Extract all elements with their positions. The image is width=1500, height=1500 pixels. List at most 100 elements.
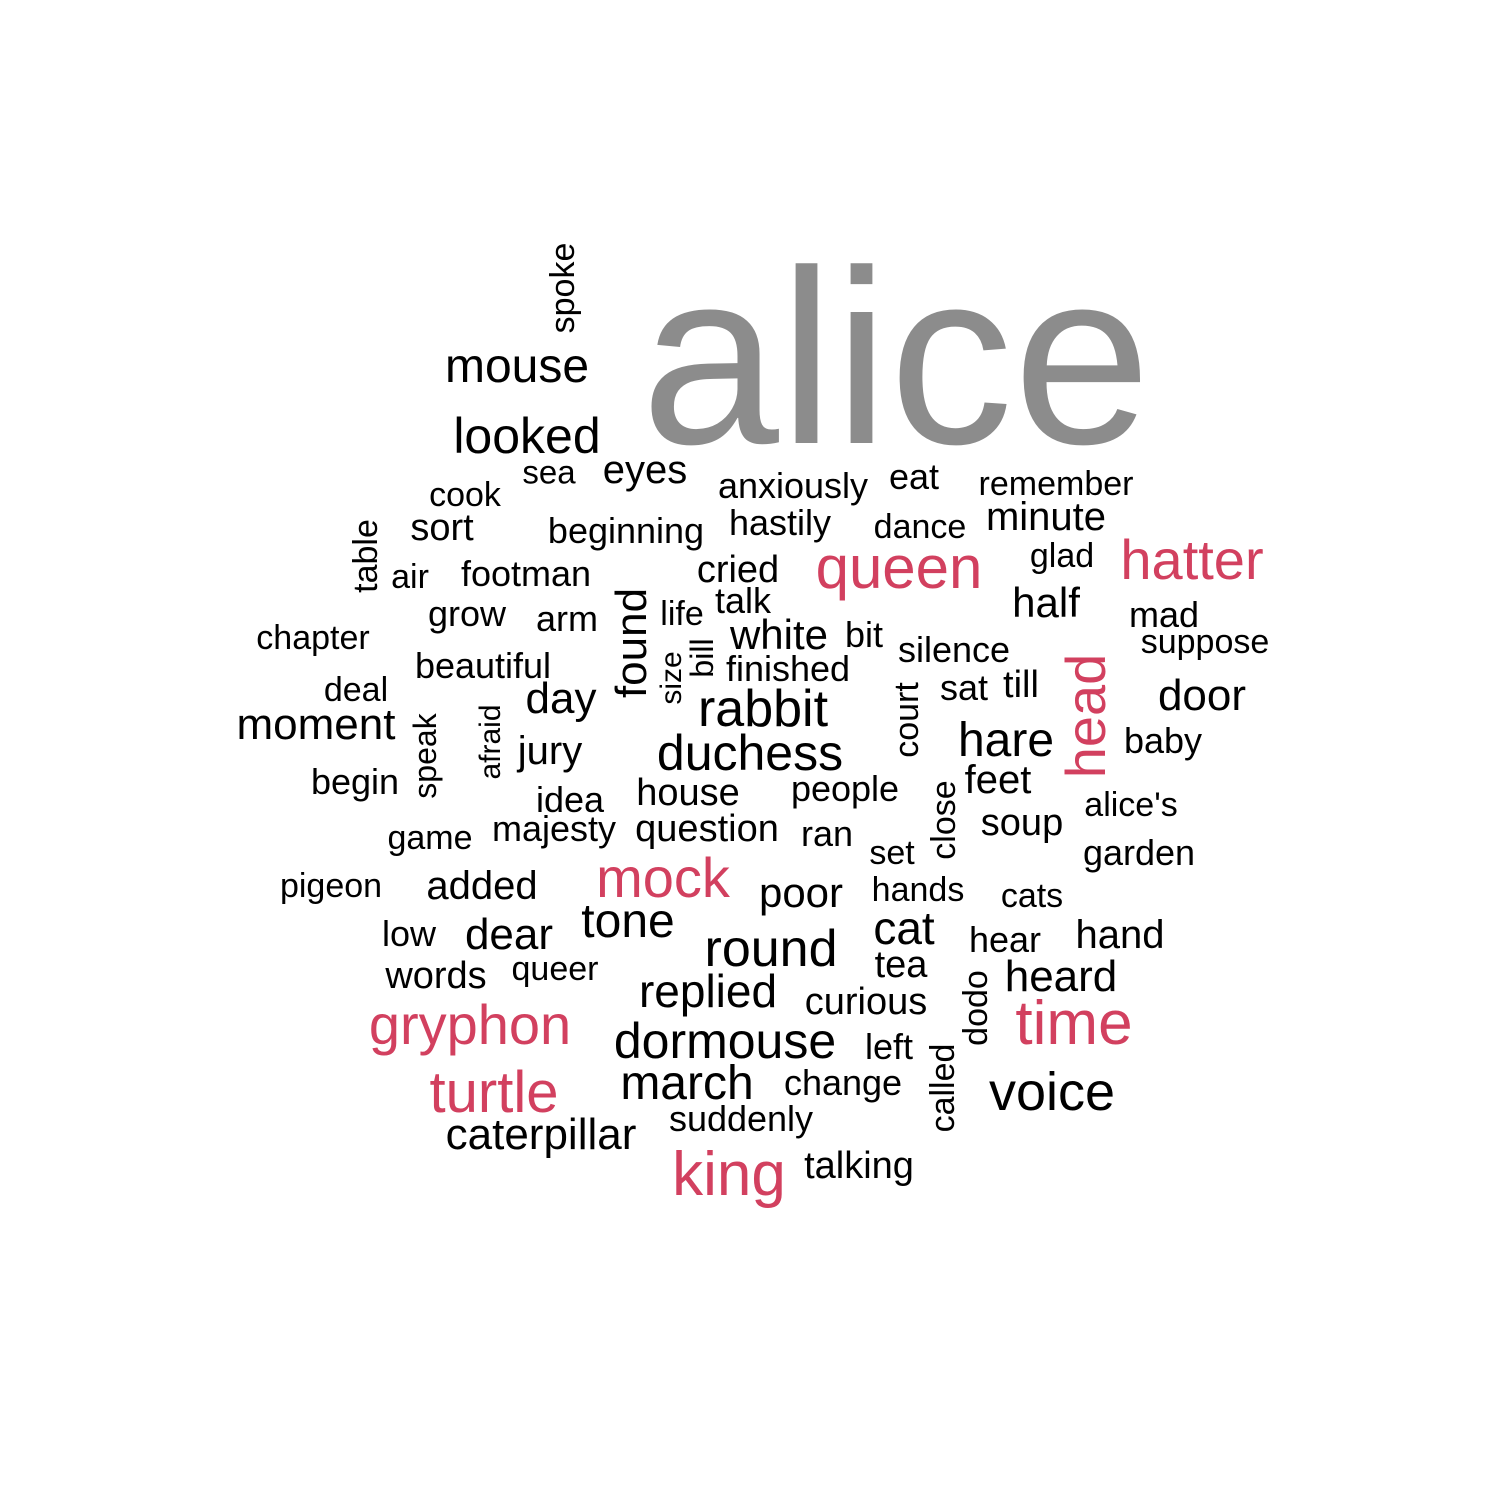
- word-dormouse: dormouse: [613, 1013, 837, 1069]
- word-beautiful: beautiful: [414, 645, 552, 686]
- word-heard: heard: [1004, 952, 1118, 1001]
- word-finished: finished: [725, 648, 851, 689]
- word-idea: idea: [535, 779, 605, 820]
- word-dodo: dodo: [957, 970, 995, 1046]
- word-till: till: [1003, 664, 1039, 706]
- word-grow: grow: [427, 593, 507, 634]
- word-change: change: [783, 1062, 903, 1103]
- word-time: time: [1015, 989, 1133, 1058]
- word-air: air: [391, 558, 429, 596]
- word-pigeon: pigeon: [279, 867, 383, 905]
- word-words: words: [385, 955, 487, 997]
- word-left: left: [864, 1026, 914, 1067]
- word-rabbit: rabbit: [697, 680, 829, 738]
- word-hand: hand: [1075, 913, 1165, 957]
- word-cat: cat: [873, 902, 935, 954]
- word-sat: sat: [939, 667, 989, 708]
- word-people: people: [790, 768, 900, 809]
- word-queer: queer: [511, 950, 599, 988]
- word-spoke: spoke: [544, 242, 582, 334]
- word-jury: jury: [517, 729, 583, 773]
- word-court: court: [888, 682, 926, 758]
- word-queen: queen: [815, 534, 983, 601]
- word-deal: deal: [323, 671, 389, 709]
- word-mouse: mouse: [444, 340, 590, 393]
- word-life: life: [660, 595, 704, 633]
- word-hastily: hastily: [728, 502, 832, 543]
- word-question: question: [635, 808, 779, 850]
- word-majesty: majesty: [491, 808, 617, 849]
- word-chapter: chapter: [256, 619, 370, 657]
- word-white: white: [729, 611, 829, 658]
- word-caterpillar: caterpillar: [445, 1110, 637, 1159]
- word-hare: hare: [957, 714, 1055, 767]
- word-minute: minute: [985, 495, 1107, 539]
- word-cried: cried: [696, 549, 780, 591]
- word-dear: dear: [464, 910, 554, 959]
- word-eat: eat: [888, 456, 940, 497]
- word-house: house: [636, 772, 740, 814]
- word-king: king: [672, 1140, 786, 1209]
- word-hands: hands: [871, 871, 965, 909]
- word-speak: speak: [407, 713, 443, 799]
- word-mad: mad: [1128, 594, 1200, 635]
- word-day: day: [525, 674, 597, 723]
- word-soup: soup: [980, 802, 1064, 844]
- word-curious: curious: [804, 981, 928, 1023]
- word-hatter: hatter: [1120, 528, 1264, 591]
- word-eyes: eyes: [602, 448, 688, 492]
- word-glad: glad: [1029, 537, 1095, 575]
- word-alices: alice's: [1084, 786, 1178, 824]
- word-low: low: [381, 913, 437, 954]
- word-ran: ran: [800, 813, 854, 854]
- word-cats: cats: [1000, 877, 1064, 915]
- word-bill: bill: [684, 638, 720, 678]
- word-suppose: suppose: [1140, 623, 1270, 661]
- word-arm: arm: [536, 598, 598, 639]
- word-sea: sea: [522, 453, 576, 491]
- word-afraid: afraid: [474, 704, 507, 780]
- word-begin: begin: [310, 761, 400, 802]
- word-remember: remember: [978, 465, 1134, 503]
- word-talk: talk: [714, 580, 772, 621]
- word-found: found: [607, 587, 656, 699]
- word-called: called: [924, 1043, 962, 1133]
- word-tone: tone: [581, 895, 675, 948]
- word-dance: dance: [873, 508, 967, 546]
- word-duchess: duchess: [656, 725, 844, 781]
- word-poor: poor: [758, 869, 844, 916]
- word-suddenly: suddenly: [668, 1098, 814, 1139]
- word-gryphon: gryphon: [368, 993, 572, 1056]
- word-set: set: [869, 834, 915, 872]
- word-silence: silence: [897, 629, 1011, 670]
- word-cook: cook: [429, 476, 501, 514]
- word-voice: voice: [988, 1062, 1116, 1122]
- word-looked: looked: [453, 408, 601, 464]
- word-feet: feet: [964, 758, 1032, 802]
- word-turtle: turtle: [429, 1060, 559, 1125]
- word-added: added: [426, 864, 538, 908]
- word-baby: baby: [1123, 720, 1203, 761]
- word-sort: sort: [410, 507, 474, 549]
- word-bit: bit: [844, 614, 884, 655]
- word-round: round: [704, 920, 838, 978]
- word-moment: moment: [236, 700, 396, 749]
- word-table: table: [347, 519, 385, 593]
- word-tea: tea: [874, 944, 928, 986]
- word-replied: replied: [638, 965, 778, 1017]
- word-hear: hear: [968, 919, 1042, 960]
- word-talking: talking: [804, 1145, 914, 1187]
- word-anxiously: anxiously: [717, 465, 869, 506]
- word-alice: alice: [640, 218, 1152, 496]
- word-half: half: [1012, 579, 1080, 626]
- word-close: close: [925, 780, 963, 860]
- word-march: march: [620, 1057, 754, 1110]
- word-garden: garden: [1082, 832, 1196, 873]
- word-mock: mock: [596, 846, 730, 909]
- word-beginning: beginning: [547, 510, 705, 551]
- word-door: door: [1157, 671, 1247, 720]
- word-size: size: [655, 651, 688, 705]
- word-game: game: [387, 819, 473, 857]
- word-head: head: [1054, 653, 1117, 779]
